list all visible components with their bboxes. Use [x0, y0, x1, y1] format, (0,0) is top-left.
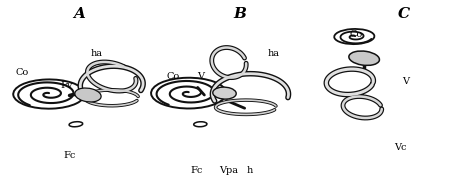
- Ellipse shape: [349, 51, 379, 65]
- Text: ha: ha: [91, 49, 103, 58]
- Text: Co: Co: [167, 72, 180, 81]
- Text: ha: ha: [268, 49, 280, 58]
- Text: Co: Co: [16, 68, 29, 77]
- Text: Fv: Fv: [61, 81, 73, 90]
- Text: B: B: [234, 7, 247, 21]
- Text: Fc: Fc: [64, 151, 76, 160]
- Text: V: V: [402, 77, 409, 86]
- Ellipse shape: [75, 88, 101, 102]
- Text: C: C: [397, 7, 409, 21]
- Text: Fc: Fc: [190, 166, 203, 175]
- Text: Co: Co: [349, 30, 362, 39]
- Text: A: A: [73, 7, 85, 21]
- Ellipse shape: [213, 87, 236, 99]
- Text: h: h: [247, 166, 253, 175]
- Text: Vpa: Vpa: [220, 166, 238, 175]
- Text: Vc: Vc: [394, 143, 407, 152]
- Text: V: V: [197, 72, 204, 81]
